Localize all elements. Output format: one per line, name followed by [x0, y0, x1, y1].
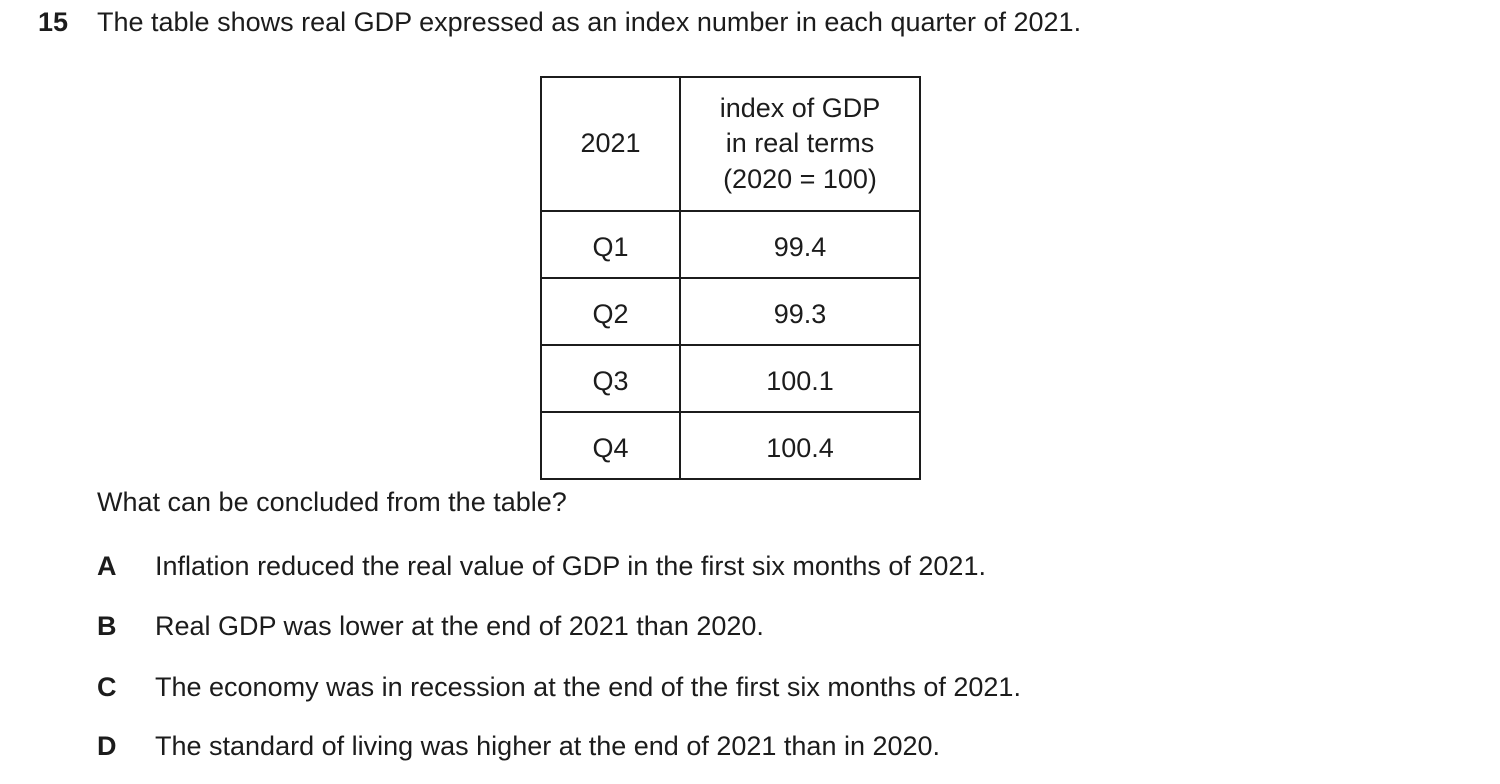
- table-header-row: 2021 index of GDP in real terms (2020 = …: [540, 76, 921, 212]
- option-letter-b: B: [97, 611, 117, 641]
- value-header-line-1: index of GDP: [719, 93, 881, 124]
- table-value-header: index of GDP in real terms (2020 = 100): [679, 76, 921, 212]
- value-header-line-2: in real terms: [725, 128, 875, 159]
- quarter-cell: Q3: [540, 344, 681, 413]
- table-row-q2: Q2 99.3: [540, 277, 921, 346]
- option-letter-d: D: [97, 731, 117, 761]
- gdp-index-table: 2021 index of GDP in real terms (2020 = …: [540, 76, 921, 480]
- option-text-c: The economy was in recession at the end …: [155, 672, 1021, 702]
- option-letter-c: C: [97, 672, 117, 702]
- value-header-line-3: (2020 = 100): [723, 163, 877, 194]
- option-row-b: B Real GDP was lower at the end of 2021 …: [97, 611, 764, 642]
- question-number: 15: [38, 7, 69, 37]
- quarter-cell: Q4: [540, 411, 681, 480]
- question-stem: The table shows real GDP expressed as an…: [97, 7, 1082, 37]
- table-row-q3: Q3 100.1: [540, 344, 921, 413]
- option-row-c: C The economy was in recession at the en…: [97, 672, 1021, 703]
- table-body: Q1 99.4 Q2 99.3 Q3 100.1 Q4 100.4: [540, 210, 921, 480]
- table-header: 2021 index of GDP in real terms (2020 = …: [540, 76, 921, 212]
- table-row-q1: Q1 99.4: [540, 210, 921, 279]
- value-cell: 100.1: [679, 344, 921, 413]
- quarter-cell: Q1: [540, 210, 681, 279]
- option-text-b: Real GDP was lower at the end of 2021 th…: [155, 611, 764, 641]
- quarter-cell: Q2: [540, 277, 681, 346]
- value-cell: 99.3: [679, 277, 921, 346]
- option-text-a: Inflation reduced the real value of GDP …: [155, 551, 986, 581]
- table-year-header: 2021: [540, 76, 681, 212]
- option-row-a: A Inflation reduced the real value of GD…: [97, 551, 986, 582]
- question-header: 15 The table shows real GDP expressed as…: [38, 7, 1081, 38]
- value-cell: 100.4: [679, 411, 921, 480]
- option-row-d: D The standard of living was higher at t…: [97, 731, 940, 762]
- option-letter-a: A: [97, 551, 117, 581]
- table-row-q4: Q4 100.4: [540, 411, 921, 480]
- option-text-d: The standard of living was higher at the…: [155, 731, 941, 761]
- value-cell: 99.4: [679, 210, 921, 279]
- question-prompt: What can be concluded from the table?: [97, 487, 567, 517]
